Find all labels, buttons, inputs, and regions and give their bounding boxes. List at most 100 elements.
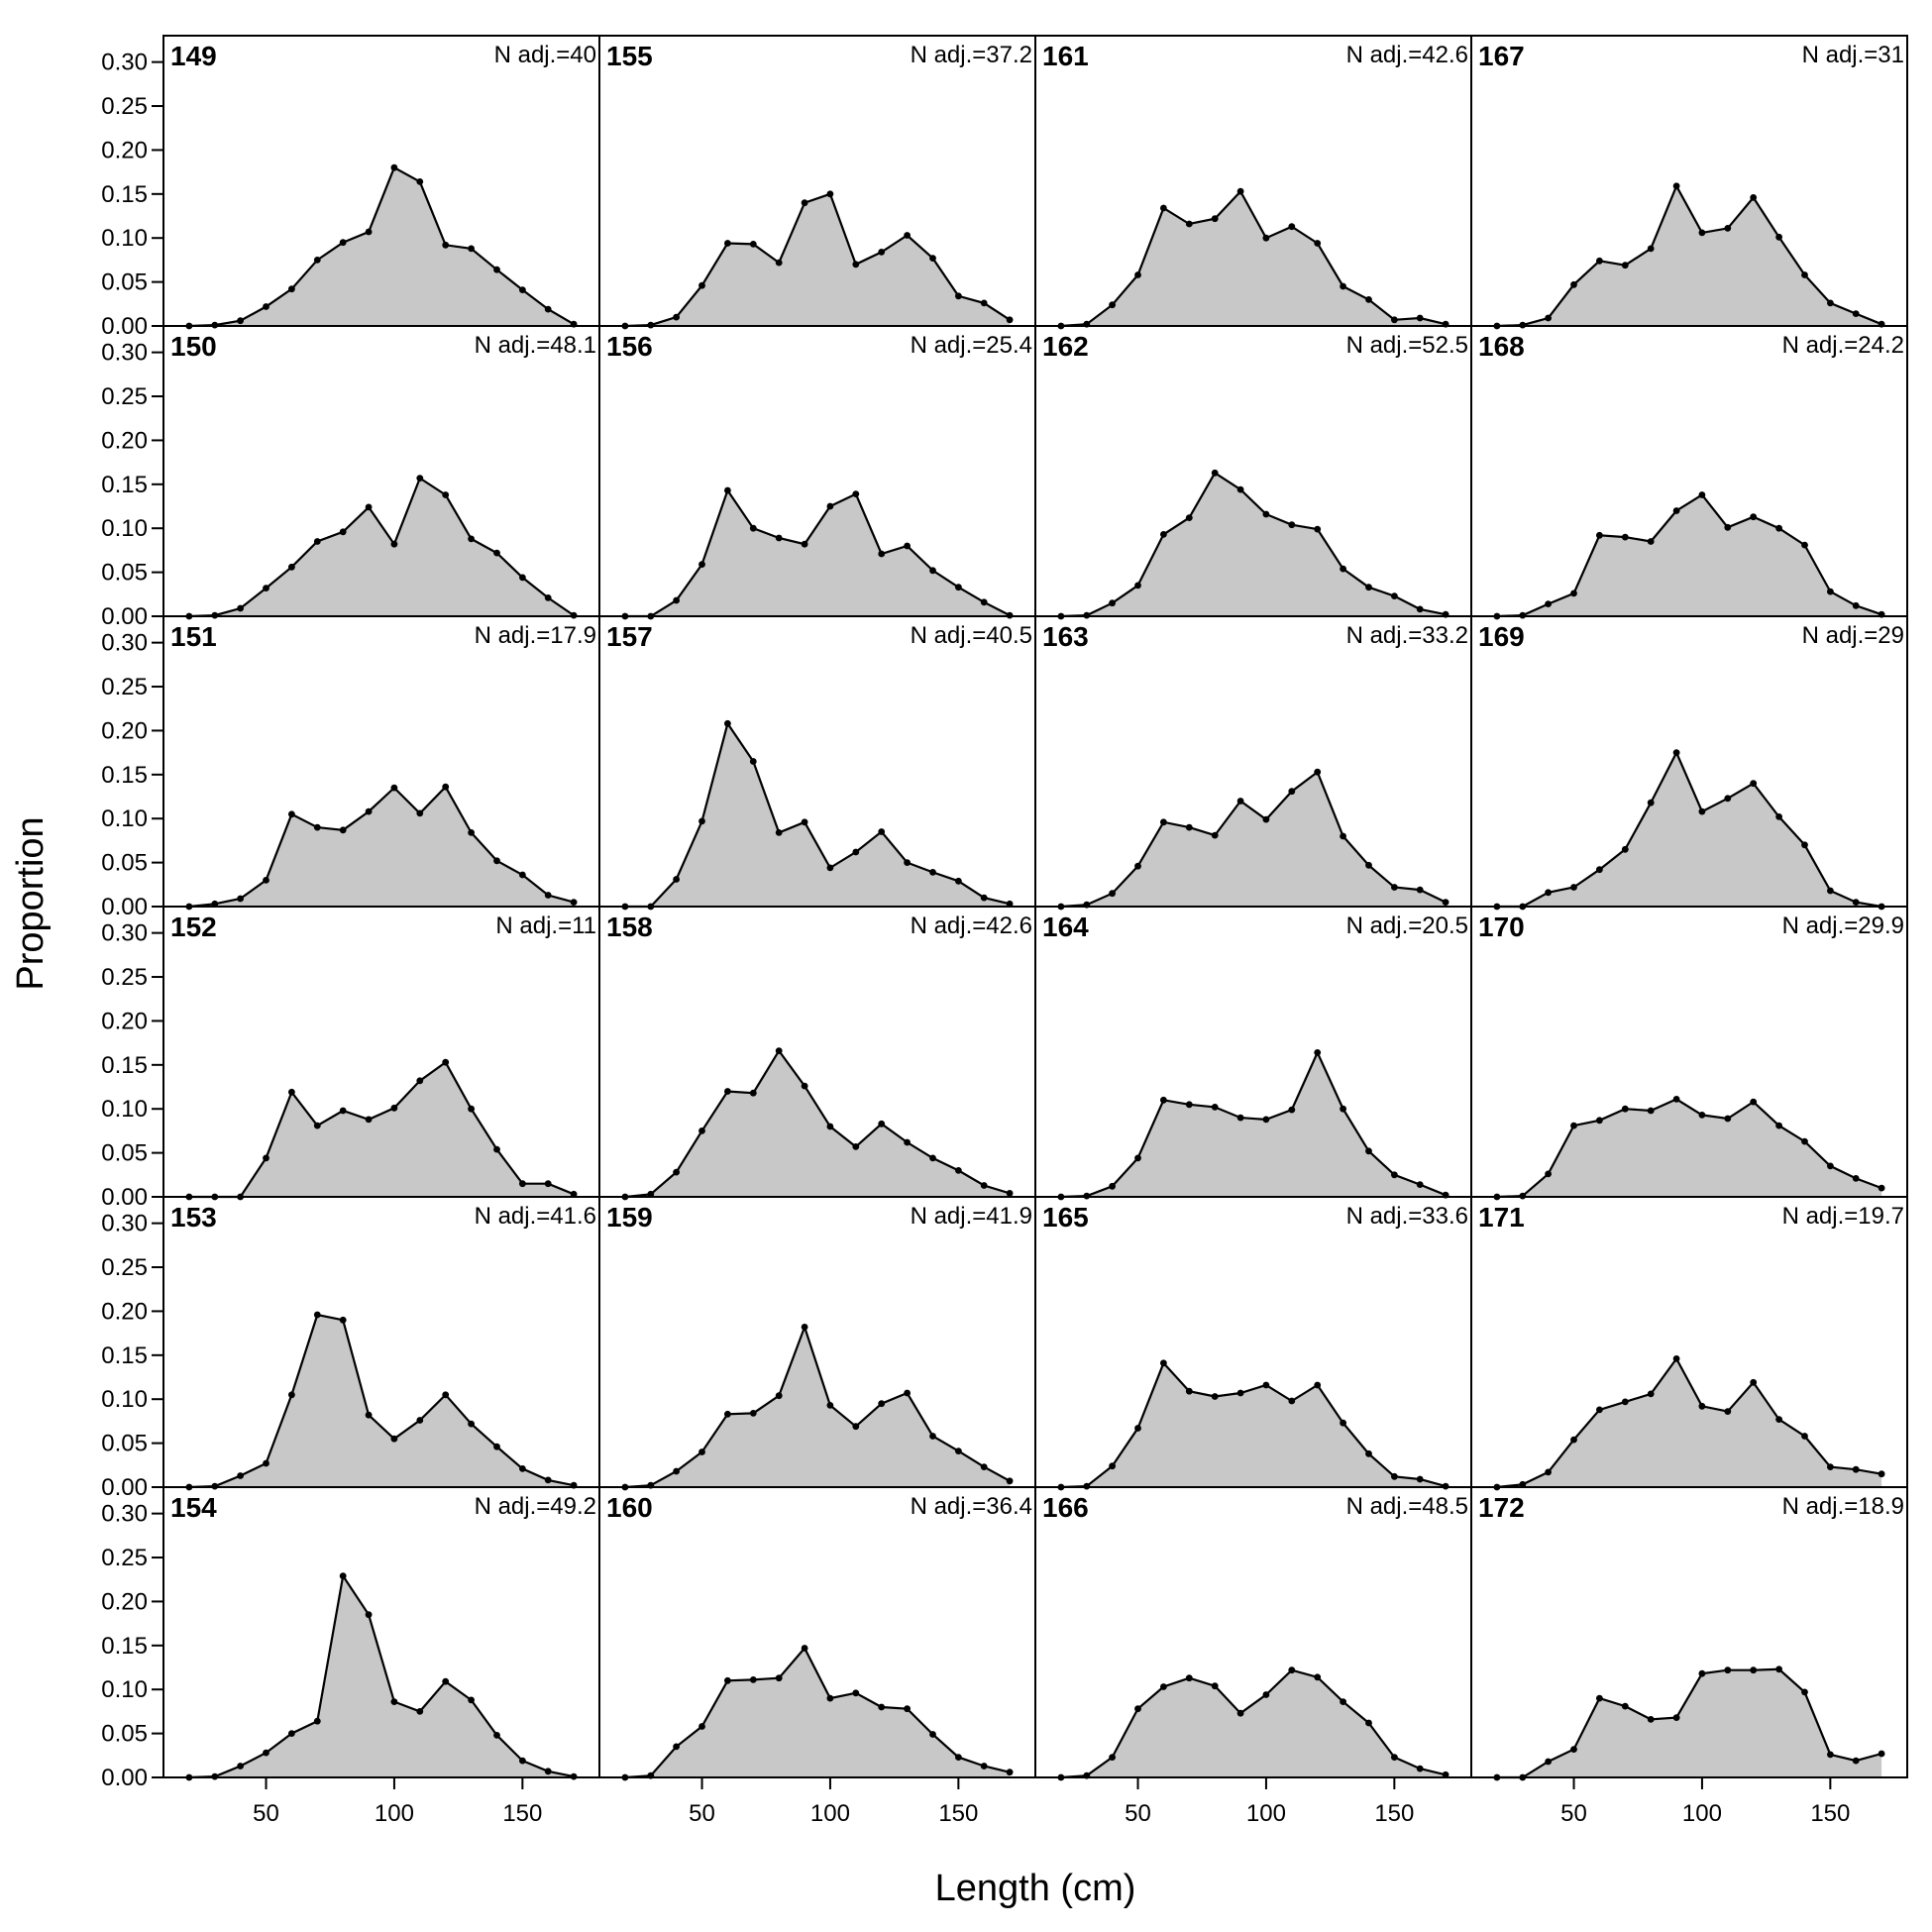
panel-155-point [826,190,834,198]
panel-168-point [1647,538,1655,545]
panel-159-point [955,1448,962,1454]
y-tick-label: 0.10 [101,1676,148,1703]
panel-149-point [288,285,295,293]
panel-153-point [263,1459,269,1467]
y-tick-label: 0.25 [101,674,148,700]
panel-156-line [624,487,1011,618]
panel-160-point [904,1705,911,1713]
panel-157-point [980,894,988,902]
panel-161-point [1365,296,1372,303]
panel-154-point [313,1717,321,1725]
panel-171-point [1596,1406,1603,1414]
panel-150-point [288,563,295,571]
panel-170-point [1724,1115,1732,1123]
panel-151-point [493,857,500,865]
panel-149-point [544,305,552,313]
panel-164-point [1236,1114,1244,1122]
panel-n-adj-label: N adj.=41.6 [475,1203,596,1230]
panel-151-point [416,809,424,817]
panel-162-point [1340,565,1346,573]
panel-155-point [1006,316,1014,324]
panel-156-area [624,490,1011,616]
panel-160-point [852,1689,860,1697]
y-tick-label: 0.20 [101,427,148,454]
x-tick-label: 100 [1682,1800,1722,1827]
panel-153-point [442,1391,450,1399]
panel-165-point [1134,1425,1141,1432]
panel-169-point [1545,889,1552,897]
panel-149-point [416,178,424,185]
y-tick-label: 0.05 [101,1140,148,1167]
panel-169-point [1775,813,1782,820]
panel-171-point [1698,1402,1706,1410]
panel-161-point [1314,240,1322,247]
panel-161-point [1134,271,1141,278]
panel-157-point [698,817,705,825]
panel-170-area [1496,1099,1882,1197]
panel-154-line [188,1572,575,1779]
panel-157-point [878,828,886,835]
panel-157-point [775,829,783,836]
panel-151-point [365,807,373,815]
y-tick-label: 0.10 [101,1096,148,1123]
panel-169-point [1724,795,1732,803]
panel-167-point [1801,271,1808,278]
panel-169-point [1852,899,1860,906]
panel-159: 159 N adj.=41.9 [606,1202,1032,1491]
panel-171-point [1775,1416,1782,1423]
panel-156-point [775,534,783,542]
panel-152-point [365,1116,373,1124]
panel-155-line [624,192,1011,328]
y-tick-label: 0.05 [101,560,148,587]
y-tick-label: 0.20 [101,137,148,163]
x-tick-label: 150 [1810,1800,1850,1827]
panel-153-point [544,1476,552,1484]
panel-167-point [1698,229,1706,237]
panel-159-point [801,1324,808,1331]
panel-n-adj-label: N adj.=19.7 [1782,1203,1904,1230]
panel-151-point [519,871,526,879]
panel-172-line [1496,1667,1882,1779]
panel-169-point [1621,845,1629,853]
panel-149-point [390,163,398,171]
panel-id-label: 160 [606,1492,653,1523]
panel-id-label: 156 [606,331,653,362]
panel-171-point [1852,1465,1860,1473]
panel-165-point [1236,1389,1244,1397]
panel-172-point [1801,1688,1808,1696]
x-tick-label: 150 [938,1800,978,1827]
panel-165-point [1365,1449,1372,1457]
panel-159-point [826,1402,834,1409]
y-tick-label: 0.00 [101,313,148,340]
panel-156-point [801,540,808,548]
panel-154-point [493,1732,500,1739]
y-tick-label: 0.20 [101,1298,148,1325]
panel-160-point [673,1743,680,1751]
x-tick-label: 150 [502,1800,542,1827]
panel-155-point [852,261,860,268]
panel-168-point [1570,590,1577,597]
panel-168-point [1724,523,1732,531]
panel-166-area [1060,1669,1447,1777]
panel-158-point [749,1089,757,1097]
panel-n-adj-label: N adj.=48.1 [475,332,596,359]
panel-162-area [1060,473,1447,616]
panel-158-point [955,1167,962,1174]
panel-167-point [1750,194,1758,201]
panel-170-point [1596,1117,1603,1125]
panel-158: 158 N adj.=42.6 [606,912,1032,1201]
panel-151-point [237,895,245,903]
panel-154-point [237,1763,245,1770]
panel-165-line [1060,1360,1447,1489]
y-tick-label: 0.10 [101,225,148,252]
panel-155-point [980,299,988,307]
panel-172-point [1852,1757,1860,1765]
panel-n-adj-label: N adj.=40 [494,42,596,68]
panel-id-label: 172 [1478,1492,1525,1523]
panel-169: 169 N adj.=29 [1478,621,1904,911]
panel-165-point [1185,1387,1193,1395]
panel-167-point [1672,182,1680,190]
panel-167-point [1647,245,1655,253]
panel-169-point [1801,841,1808,849]
panel-153-point [493,1443,500,1450]
